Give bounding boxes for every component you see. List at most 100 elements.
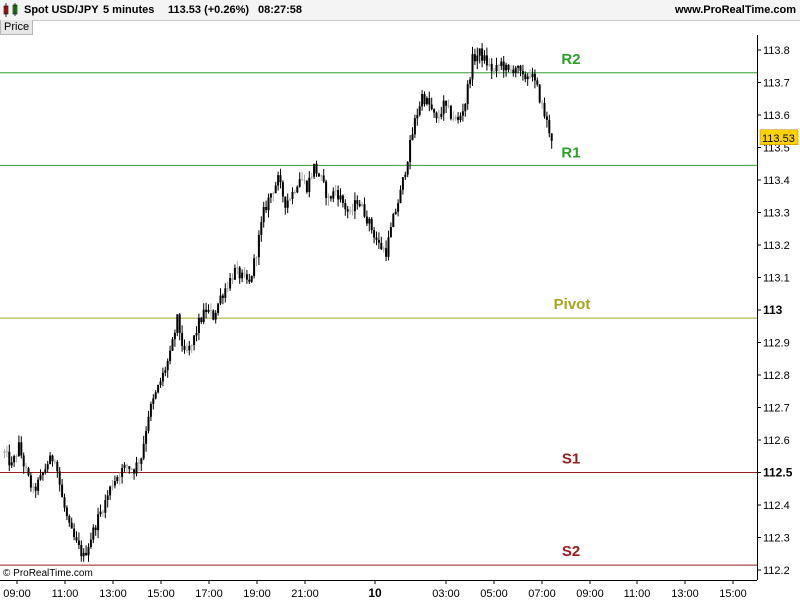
candle-body [425, 98, 428, 105]
y-tick-label: 112.7 [763, 403, 790, 415]
candle-body [27, 468, 30, 476]
candle-body [545, 116, 548, 120]
candle-body [214, 312, 217, 320]
candle-body [197, 317, 200, 333]
candle-body [53, 461, 56, 463]
candle-body [313, 163, 316, 177]
candle-body [99, 511, 102, 515]
candle-body [41, 472, 44, 476]
candle-body [529, 76, 532, 78]
candle-body [267, 197, 270, 211]
candle-body [121, 468, 124, 477]
candle-body [233, 267, 236, 280]
price-panel-tab[interactable]: Price [0, 20, 34, 35]
candle-body [185, 349, 188, 351]
candle-body [473, 54, 476, 62]
candle-body [543, 103, 546, 117]
candle-body [293, 191, 296, 193]
x-tick-label: 15:00 [147, 588, 175, 600]
y-tick-label: 112.5 [763, 466, 793, 480]
last-update-time: 08:27:58 [258, 4, 303, 16]
current-price-marker: 113.53 [759, 129, 799, 145]
candle-body [260, 222, 263, 236]
candle-body [485, 55, 488, 66]
y-tick-label: 113.4 [763, 175, 790, 187]
candle-body [387, 237, 390, 257]
candle-body [145, 430, 148, 444]
candle-body [375, 237, 378, 240]
candle-body [200, 317, 203, 323]
candle-body [521, 70, 524, 75]
timeframe-label[interactable]: 5 minutes [103, 4, 155, 16]
candle-body [118, 476, 121, 478]
candle-body [5, 451, 8, 453]
candle-body [82, 552, 85, 557]
candle-body [449, 106, 452, 119]
candle-body [279, 175, 282, 183]
candle-body [253, 258, 256, 276]
candle-body [56, 461, 59, 472]
candle-body [356, 200, 359, 204]
candle-body [514, 67, 517, 74]
level-label-pivot: Pivot [554, 296, 591, 313]
candle-body [524, 74, 527, 80]
candle-body [296, 186, 299, 193]
candle-body [459, 115, 462, 121]
candle-body [502, 61, 505, 71]
candle-body [8, 451, 11, 466]
candle-body [370, 218, 373, 231]
candle-body [147, 416, 150, 431]
candle-body [327, 196, 330, 198]
candle-body [209, 309, 212, 311]
y-tick-label: 113.7 [763, 78, 790, 90]
candle-body [159, 381, 162, 385]
candle-body [423, 94, 426, 105]
candle-body [171, 339, 174, 351]
candle-body [505, 64, 508, 71]
y-tick-label: 112.6 [763, 435, 790, 447]
candle-body [51, 455, 54, 462]
candle-body [447, 105, 450, 107]
candle-body [104, 500, 107, 513]
y-tick-label: 113.8 [763, 45, 790, 57]
candle-body [363, 204, 366, 217]
candle-body [380, 242, 383, 250]
candle-body [409, 139, 412, 163]
y-tick-label: 113 [763, 303, 783, 317]
instrument-symbol: Spot USD/JPY [24, 4, 99, 16]
candle-body [61, 484, 64, 498]
x-tick-label: 13:00 [671, 588, 699, 600]
candle-body [265, 207, 268, 211]
candle-body [44, 469, 47, 473]
candle-body [39, 475, 42, 480]
candle-body [250, 275, 253, 282]
candle-body [269, 193, 272, 198]
candle-body [481, 48, 484, 61]
candle-body [34, 486, 37, 491]
candle-body [85, 552, 88, 556]
candle-body [416, 115, 419, 119]
candle-body [195, 332, 198, 336]
x-tick-label: 15:00 [719, 588, 747, 600]
candle-body [46, 464, 49, 470]
candle-body [457, 116, 460, 121]
candle-body [123, 464, 126, 469]
candle-body [445, 100, 448, 106]
x-tick-label: 21:00 [291, 588, 319, 600]
x-tick-label: 09:00 [576, 588, 604, 600]
candle-body [75, 536, 78, 541]
candle-body [262, 207, 265, 223]
candle-body [301, 179, 304, 181]
y-tick-label: 113.6 [763, 110, 790, 122]
candle-body [517, 65, 520, 68]
candle-body [373, 230, 376, 238]
candle-body [205, 309, 208, 313]
website-link[interactable]: www.ProRealTime.com [674, 4, 796, 16]
candle-body [109, 486, 112, 496]
candle-body [116, 477, 119, 482]
candle-body [466, 84, 469, 104]
candlestick-app-icon [3, 3, 18, 17]
candle-body [221, 295, 224, 298]
candle-body [469, 79, 472, 85]
